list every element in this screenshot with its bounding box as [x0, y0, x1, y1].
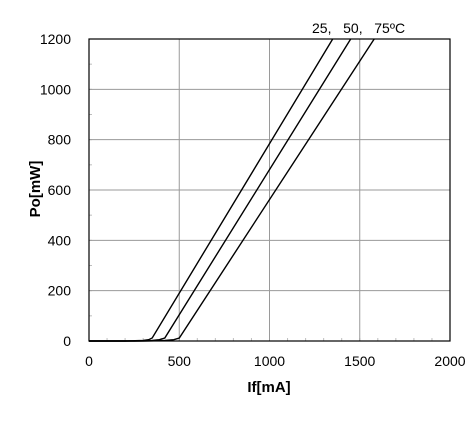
temperature-annotation: 25, 50, 75ºC: [312, 20, 405, 36]
y-tick-label: 1200: [40, 31, 71, 47]
plot-frame: [88, 38, 451, 342]
y-tick-label: 0: [63, 333, 71, 349]
y-tick-label: 600: [48, 182, 72, 198]
x-tick-labels: 0 500 1000 1500 2000: [85, 353, 466, 369]
y-tick-label: 1000: [40, 81, 71, 97]
y-tick-label: 200: [48, 283, 72, 299]
x-tick-label: 1000: [254, 353, 285, 369]
y-axis-title: Po[mW]: [27, 161, 44, 218]
y-tick-label: 400: [48, 232, 72, 248]
x-tick-label: 1500: [344, 353, 375, 369]
x-tick-label: 2000: [434, 353, 465, 369]
x-tick-label: 500: [168, 353, 192, 369]
y-tick-labels: 0 200 400 600 800 1000 1200: [40, 31, 71, 349]
y-tick-label: 800: [48, 132, 72, 148]
x-tick-label: 0: [85, 353, 93, 369]
x-axis-title: If[mA]: [247, 379, 290, 396]
major-gridlines: [89, 39, 450, 341]
